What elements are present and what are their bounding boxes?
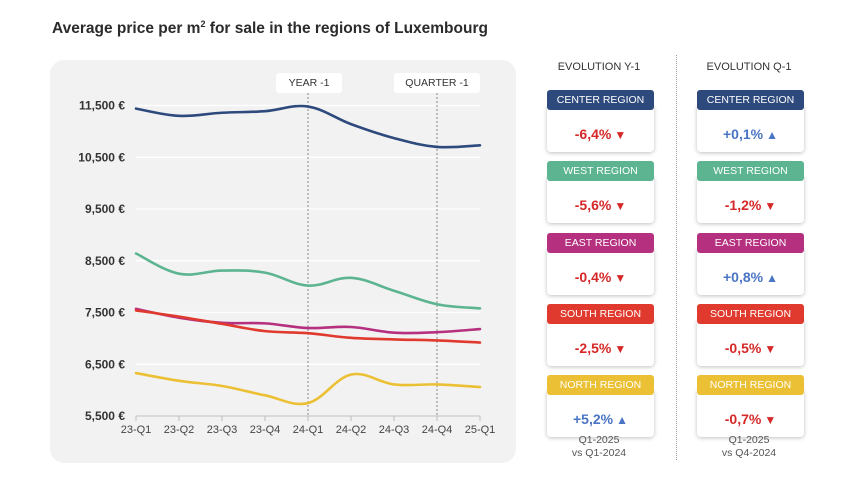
card-y1-center: CENTER REGION -6,4% ▼ <box>547 90 654 152</box>
x-tick-label: 24-Q2 <box>336 424 367 436</box>
x-tick-label: 23-Q1 <box>121 424 152 436</box>
card-q1-east: EAST REGION +0,8% ▲ <box>697 233 804 295</box>
region-label: NORTH REGION <box>697 375 804 395</box>
y-tick-label: 9,500 € <box>85 202 125 216</box>
card-y1-south: SOUTH REGION -2,5% ▼ <box>547 304 654 366</box>
evolution-q1-header: EVOLUTION Q-1 <box>706 61 792 73</box>
evolution-value: -2,5% ▼ <box>574 340 627 356</box>
x-tick-label: 24-Q4 <box>422 424 453 436</box>
arrow-down-icon: ▼ <box>764 199 777 213</box>
evolution-value: +5,2% ▲ <box>573 411 628 427</box>
series-line-west <box>134 252 482 310</box>
evolution-value: -6,4% ▼ <box>574 126 627 142</box>
region-label: SOUTH REGION <box>697 304 804 324</box>
arrow-down-icon: ▼ <box>764 413 777 427</box>
arrow-up-icon: ▲ <box>766 128 778 142</box>
series-line-center <box>134 104 482 149</box>
evolution-q1-footer: Q1-2025 vs Q4-2024 <box>721 434 777 459</box>
evolution-value: +0,8% ▲ <box>723 269 778 285</box>
series-line-south <box>134 309 482 344</box>
card-q1-north: NORTH REGION -0,7% ▼ <box>697 375 804 437</box>
arrow-up-icon: ▲ <box>616 413 628 427</box>
region-label: WEST REGION <box>547 161 654 181</box>
y-tick-label: 7,500 € <box>85 306 125 320</box>
region-label: EAST REGION <box>547 233 654 253</box>
x-tick-label: 23-Q3 <box>207 424 238 436</box>
evolution-value: -1,2% ▼ <box>724 197 777 213</box>
y-tick-label: 8,500 € <box>85 254 125 268</box>
region-label: CENTER REGION <box>547 90 654 110</box>
x-tick-label: 23-Q2 <box>164 424 195 436</box>
region-label: NORTH REGION <box>547 375 654 395</box>
region-label: EAST REGION <box>697 233 804 253</box>
evolution-value: -0,5% ▼ <box>724 340 777 356</box>
x-tick-label: 24-Q1 <box>293 424 324 436</box>
y-tick-label: 11,500 € <box>79 99 125 113</box>
evolution-y1-footer: Q1-2025 vs Q1-2024 <box>571 434 627 459</box>
evolution-value: -0,4% ▼ <box>574 269 627 285</box>
y-tick-label: 5,500 € <box>85 409 125 423</box>
x-tick-label: 25-Q1 <box>465 424 496 436</box>
chart-panel <box>50 60 516 463</box>
region-label: SOUTH REGION <box>547 304 654 324</box>
card-y1-east: EAST REGION -0,4% ▼ <box>547 233 654 295</box>
card-q1-center: CENTER REGION +0,1% ▲ <box>697 90 804 152</box>
card-q1-west: WEST REGION -1,2% ▼ <box>697 161 804 223</box>
chart-title: Average price per m2 for sale in the reg… <box>52 19 488 38</box>
card-y1-west: WEST REGION -5,6% ▼ <box>547 161 654 223</box>
arrow-down-icon: ▼ <box>614 342 627 356</box>
evolution-value: -0,7% ▼ <box>724 411 777 427</box>
column-separator <box>676 55 677 460</box>
series-line-north <box>134 371 482 406</box>
arrow-down-icon: ▼ <box>614 128 627 142</box>
arrow-down-icon: ▼ <box>614 271 627 285</box>
arrow-down-icon: ▼ <box>614 199 627 213</box>
evolution-value: +0,1% ▲ <box>723 126 778 142</box>
card-y1-north: NORTH REGION +5,2% ▲ <box>547 375 654 437</box>
evolution-y1-header: EVOLUTION Y-1 <box>557 61 641 73</box>
arrow-down-icon: ▼ <box>764 342 777 356</box>
x-tick-label: 24-Q3 <box>379 424 410 436</box>
region-label: CENTER REGION <box>697 90 804 110</box>
region-label: WEST REGION <box>697 161 804 181</box>
evolution-value: -5,6% ▼ <box>574 197 627 213</box>
y-tick-label: 6,500 € <box>85 357 125 371</box>
card-q1-south: SOUTH REGION -0,5% ▼ <box>697 304 804 366</box>
year-ref-label: YEAR -1 <box>276 73 342 93</box>
quarter-ref-label: QUARTER -1 <box>394 73 480 93</box>
x-tick-label: 23-Q4 <box>250 424 281 436</box>
arrow-up-icon: ▲ <box>766 271 778 285</box>
y-tick-label: 10,500 € <box>78 150 125 164</box>
